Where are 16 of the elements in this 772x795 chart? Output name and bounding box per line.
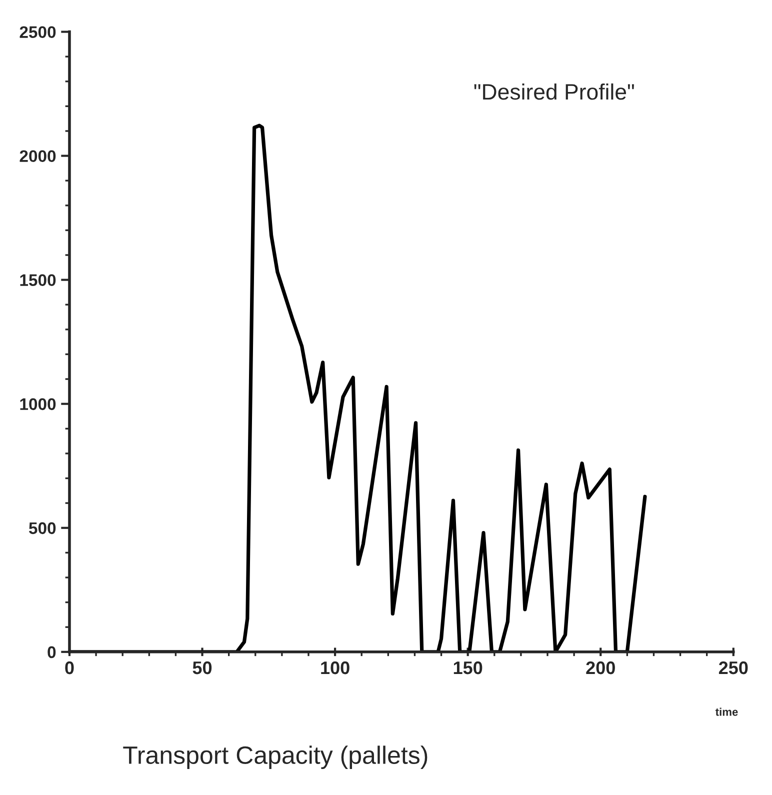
- x-axis-title: time: [715, 708, 738, 716]
- x-tick-label: 100: [321, 661, 350, 674]
- y-tick-label: 0: [48, 646, 56, 658]
- x-tick-label: 50: [192, 661, 212, 674]
- y-tick-label: 1000: [20, 398, 56, 410]
- y-tick-label: 1500: [20, 274, 56, 286]
- x-tick-label: 200: [586, 661, 615, 674]
- y-tick-label: 2000: [20, 150, 56, 162]
- x-tick-label: 150: [454, 661, 482, 674]
- x-tick-label: 250: [718, 661, 748, 674]
- line-series: [69, 124, 647, 652]
- y-tick-label: 2500: [20, 26, 56, 38]
- x-tick-label: 0: [65, 661, 74, 674]
- text: Transport Capacity (pallets): [123, 746, 428, 769]
- annotation: "Desired Profile": [474, 83, 634, 100]
- y-tick-label: 500: [28, 522, 56, 534]
